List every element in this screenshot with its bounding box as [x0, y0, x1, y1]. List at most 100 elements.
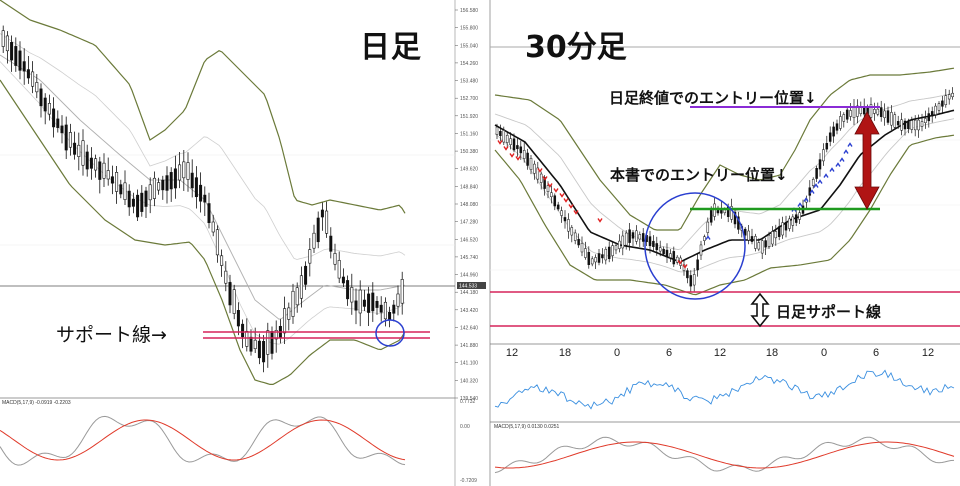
minute-candle	[750, 236, 754, 242]
daily-candle	[39, 88, 43, 107]
minute-candle	[835, 123, 839, 131]
black-double-arrow-icon	[750, 292, 770, 328]
daily-macd-tick: 0.7732	[460, 399, 476, 405]
daily-inner-band-upper	[0, 33, 406, 260]
buy-signal-icon	[829, 167, 835, 172]
daily-candle	[194, 177, 198, 198]
daily-price-tick: 145.740	[460, 255, 478, 261]
minute-candle	[570, 227, 574, 236]
minute-candle	[628, 229, 631, 243]
minute-candle	[913, 119, 917, 131]
daily-candle	[333, 253, 337, 265]
buy-signal-icon	[823, 173, 829, 178]
daily-candle	[224, 270, 228, 284]
minute-candle	[703, 236, 706, 241]
minute-candle	[856, 105, 859, 117]
daily-title: 日足	[360, 30, 422, 65]
minute-time-tick: 18	[766, 347, 778, 359]
daily-current-price-box	[457, 282, 486, 289]
daily-candle	[266, 330, 270, 355]
daily-price-tick: 139.540	[460, 396, 478, 402]
daily-macd-signal	[0, 419, 406, 461]
minute-candle	[502, 130, 506, 143]
minute-candle	[573, 232, 577, 241]
daily-candle	[94, 158, 98, 171]
daily-candle	[18, 50, 22, 71]
sell-signal-icon	[559, 193, 565, 198]
sell-signal-icon	[553, 188, 559, 193]
minute-candle	[743, 228, 747, 236]
minute-candle	[499, 131, 502, 137]
daily-candle	[161, 179, 165, 191]
daily-candle	[383, 301, 387, 320]
minute-candle	[879, 107, 883, 117]
sell-signal-icon	[547, 183, 553, 188]
daily-candle	[220, 255, 224, 266]
minute-candle	[658, 247, 662, 252]
minute-candle	[662, 248, 665, 255]
daily-candle	[199, 184, 203, 202]
minute-macd-line	[494, 436, 955, 474]
minute-candle	[577, 239, 580, 246]
minute-candle	[495, 126, 499, 135]
minute-candle	[655, 243, 659, 251]
daily-candle	[68, 132, 72, 148]
buy-signal-icon	[847, 142, 853, 147]
support-label: サポート線→	[56, 324, 167, 346]
minute-candle	[560, 210, 563, 216]
daily-candle	[119, 184, 123, 195]
daily-price-tick: 146.520	[460, 237, 478, 243]
daily-candle	[98, 161, 102, 180]
minute-candle	[849, 110, 852, 117]
daily-price-tick: 141.100	[460, 361, 478, 367]
daily-candle	[354, 300, 358, 311]
minute-candle	[533, 163, 536, 174]
minute-candle	[624, 232, 628, 246]
buy-signal-icon	[705, 235, 711, 240]
daily-candle	[190, 172, 194, 189]
daily-candle	[388, 311, 392, 321]
daily-candle	[207, 203, 211, 224]
daily-candle	[10, 42, 14, 61]
daily-bollinger-lower	[0, 79, 406, 385]
minute-candle	[767, 234, 771, 247]
minute-time-tick: 12	[714, 347, 726, 359]
daily-candle	[215, 229, 219, 256]
daily-candle	[375, 300, 379, 308]
minute-candle	[828, 132, 832, 142]
daily-price-tick: 155.800	[460, 26, 478, 32]
daily-candle	[123, 182, 127, 200]
daily-candle	[241, 323, 245, 338]
daily-price-tick: 152.700	[460, 96, 478, 102]
minute-candle	[601, 254, 604, 259]
minute-macd-signal	[494, 441, 955, 469]
daily-candle	[253, 339, 257, 350]
minute-candle	[883, 110, 886, 119]
minute-moving-average	[494, 109, 955, 263]
daily-candle	[64, 124, 68, 151]
minute-macd-label: MACD(5,17,9) 0.0130 0.0251	[494, 424, 560, 430]
minute-candle	[550, 192, 553, 198]
sell-signal-icon	[563, 198, 569, 203]
minute-candle	[580, 242, 584, 253]
daily-price-tick: 144.960	[460, 273, 478, 279]
minute-candle	[784, 222, 788, 231]
minute-candle	[556, 204, 560, 210]
daily-candle	[106, 170, 110, 180]
daily-current-price: 144.533	[459, 284, 477, 290]
red-double-arrow-icon	[854, 111, 880, 210]
minute-candle	[509, 138, 512, 145]
daily-price-tick: 148.080	[460, 202, 478, 208]
daily-candle	[169, 172, 173, 190]
daily-price-tick: 156.580	[460, 8, 478, 14]
minute-candle	[754, 236, 757, 249]
daily-candle	[337, 260, 341, 279]
minute-candle	[638, 234, 642, 240]
minute-candle	[706, 221, 710, 233]
minute-candle	[903, 120, 907, 130]
daily-candle	[73, 142, 77, 155]
daily-price-tick: 143.420	[460, 308, 478, 314]
minute-candle	[553, 195, 557, 207]
minute-candle	[696, 259, 699, 271]
minute-candle	[873, 109, 876, 114]
